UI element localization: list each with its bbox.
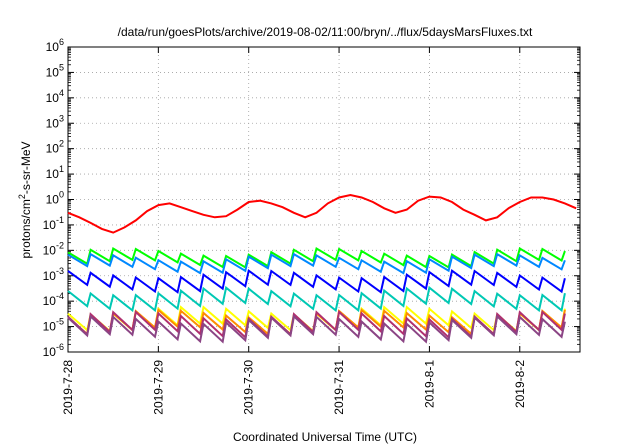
y-tick-label: 101 — [46, 164, 64, 181]
y-tick-label: 102 — [46, 139, 64, 156]
series-line-band-3 — [67, 268, 566, 294]
grid — [68, 47, 580, 352]
y-axis: 10-6 10-5 10-4 10-3 10-2 10-1 100 101 102 103 104 1… — [43, 37, 580, 359]
x-tick-label: 2019-8-2 — [513, 360, 527, 408]
x-tick-label: 2019-7-29 — [151, 360, 165, 415]
x-tick-label: 2019-7-28 — [61, 360, 75, 415]
y-tick-label: 10-4 — [43, 291, 64, 308]
x-axis: 2019-7-28 2019-7-29 2019-7-30 2019-7-31 2019… — [61, 47, 527, 415]
y-tick-label: 103 — [46, 113, 64, 130]
x-tick-label: 2019-8-1 — [422, 360, 436, 408]
series-line-band-2 — [67, 252, 566, 275]
x-tick-label: 2019-7-31 — [332, 360, 346, 415]
series-line-band-4 — [67, 285, 566, 313]
y-tick-label: 105 — [46, 62, 64, 79]
x-tick-label: 2019-7-30 — [242, 360, 256, 415]
y-tick-label: 10-5 — [43, 317, 64, 334]
chart-title: /data/run/goesPlots/archive/2019-08-02/1… — [118, 25, 533, 39]
series-line-main — [67, 193, 577, 234]
y-tick-label: 10-2 — [43, 240, 64, 257]
series-line-band-8 — [67, 314, 566, 344]
series-line-band-1 — [67, 246, 566, 269]
y-tick-label: 10-6 — [43, 342, 64, 359]
y-tick-label: 100 — [46, 190, 64, 207]
series — [67, 193, 577, 344]
y-tick-label: 10-3 — [43, 266, 64, 283]
x-axis-label: Coordinated Universal Time (UTC) — [233, 430, 417, 444]
y-tick-label: 106 — [46, 37, 64, 54]
y-tick-label: 104 — [46, 88, 64, 105]
y-axis-label: protons/cm2-s-sr-MeV — [17, 141, 33, 258]
y-tick-label: 10-1 — [43, 215, 64, 232]
